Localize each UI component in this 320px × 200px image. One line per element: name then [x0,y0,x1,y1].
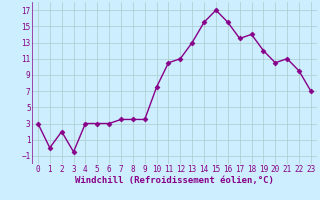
X-axis label: Windchill (Refroidissement éolien,°C): Windchill (Refroidissement éolien,°C) [75,176,274,185]
